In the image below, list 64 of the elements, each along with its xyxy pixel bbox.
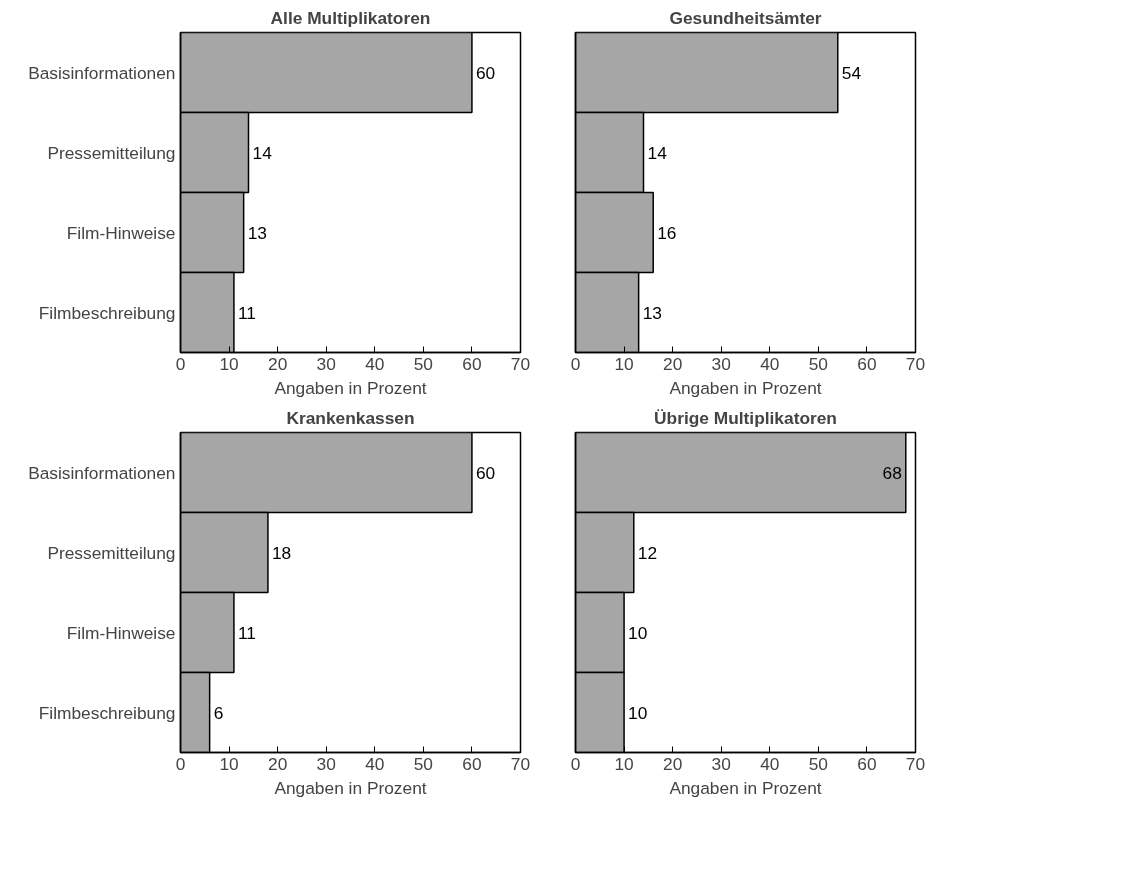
- x-axis-title: Angaben in Prozent: [669, 777, 822, 798]
- x-tick-label: 50: [413, 353, 433, 374]
- x-tick-label: 70: [905, 753, 926, 774]
- data-label: 54: [841, 62, 862, 83]
- x-axis-title: Angaben in Prozent: [669, 377, 822, 398]
- data-label: 12: [637, 542, 658, 563]
- data-label: 11: [237, 622, 256, 643]
- data-label: 68: [882, 462, 902, 483]
- data-label: 60: [475, 462, 496, 483]
- x-tick-label: 70: [510, 753, 531, 774]
- data-label: 14: [252, 142, 273, 163]
- data-label: 10: [628, 702, 648, 723]
- x-tick-label: 20: [268, 353, 288, 374]
- x-tick-label: 10: [614, 353, 634, 374]
- x-tick-label: 30: [316, 753, 336, 774]
- x-axis-title: Angaben in Prozent: [274, 777, 427, 798]
- x-tick-label: 40: [760, 753, 780, 774]
- x-tick-label: 40: [365, 353, 385, 374]
- x-tick-label: 0: [570, 353, 581, 374]
- x-tick-label: 30: [316, 353, 336, 374]
- data-label: 11: [237, 302, 256, 323]
- x-tick-label: 0: [570, 753, 581, 774]
- x-tick-label: 60: [462, 353, 482, 374]
- data-label: 60: [475, 62, 496, 83]
- x-tick-label: 70: [510, 353, 531, 374]
- x-tick-label: 60: [462, 753, 482, 774]
- x-tick-label: 60: [857, 353, 877, 374]
- y-tick-label: Basisinformationen: [28, 462, 176, 483]
- x-tick-label: 20: [663, 353, 683, 374]
- x-tick-label: 10: [219, 353, 239, 374]
- x-tick-label: 30: [711, 353, 731, 374]
- x-tick-label: 0: [175, 753, 186, 774]
- data-label: 14: [647, 142, 668, 163]
- y-tick-label: Film-Hinweise: [66, 622, 176, 643]
- data-label: 18: [271, 542, 292, 563]
- chart-title: Krankenkassen: [286, 407, 415, 428]
- x-tick-label: 0: [175, 353, 186, 374]
- chart-title: Übrige Multiplikatoren: [654, 407, 837, 428]
- x-axis-title: Angaben in Prozent: [274, 377, 427, 398]
- x-tick-label: 70: [905, 353, 926, 374]
- x-tick-label: 30: [711, 753, 731, 774]
- x-tick-label: 60: [857, 753, 877, 774]
- chart-title: Alle Multiplikatoren: [270, 7, 431, 28]
- data-label: 13: [247, 222, 267, 243]
- x-tick-label: 50: [413, 753, 433, 774]
- x-tick-label: 10: [219, 753, 239, 774]
- data-label: 13: [642, 302, 662, 323]
- data-label: 16: [657, 222, 677, 243]
- data-label: 6: [213, 702, 224, 723]
- x-tick-label: 50: [808, 753, 828, 774]
- x-tick-label: 40: [365, 753, 385, 774]
- y-tick-label: Pressemitteilung: [47, 542, 176, 563]
- y-tick-label: Pressemitteilung: [47, 142, 176, 163]
- x-tick-label: 20: [268, 753, 288, 774]
- x-tick-label: 20: [663, 753, 683, 774]
- x-tick-label: 50: [808, 353, 828, 374]
- y-tick-label: Basisinformationen: [28, 62, 176, 83]
- x-tick-label: 40: [760, 353, 780, 374]
- chart-title: Gesundheitsämter: [669, 7, 822, 28]
- data-label: 10: [628, 622, 648, 643]
- x-tick-label: 10: [614, 753, 634, 774]
- y-tick-label: Filmbeschreibung: [38, 702, 176, 723]
- y-tick-label: Film-Hinweise: [66, 222, 176, 243]
- y-tick-label: Filmbeschreibung: [38, 302, 176, 323]
